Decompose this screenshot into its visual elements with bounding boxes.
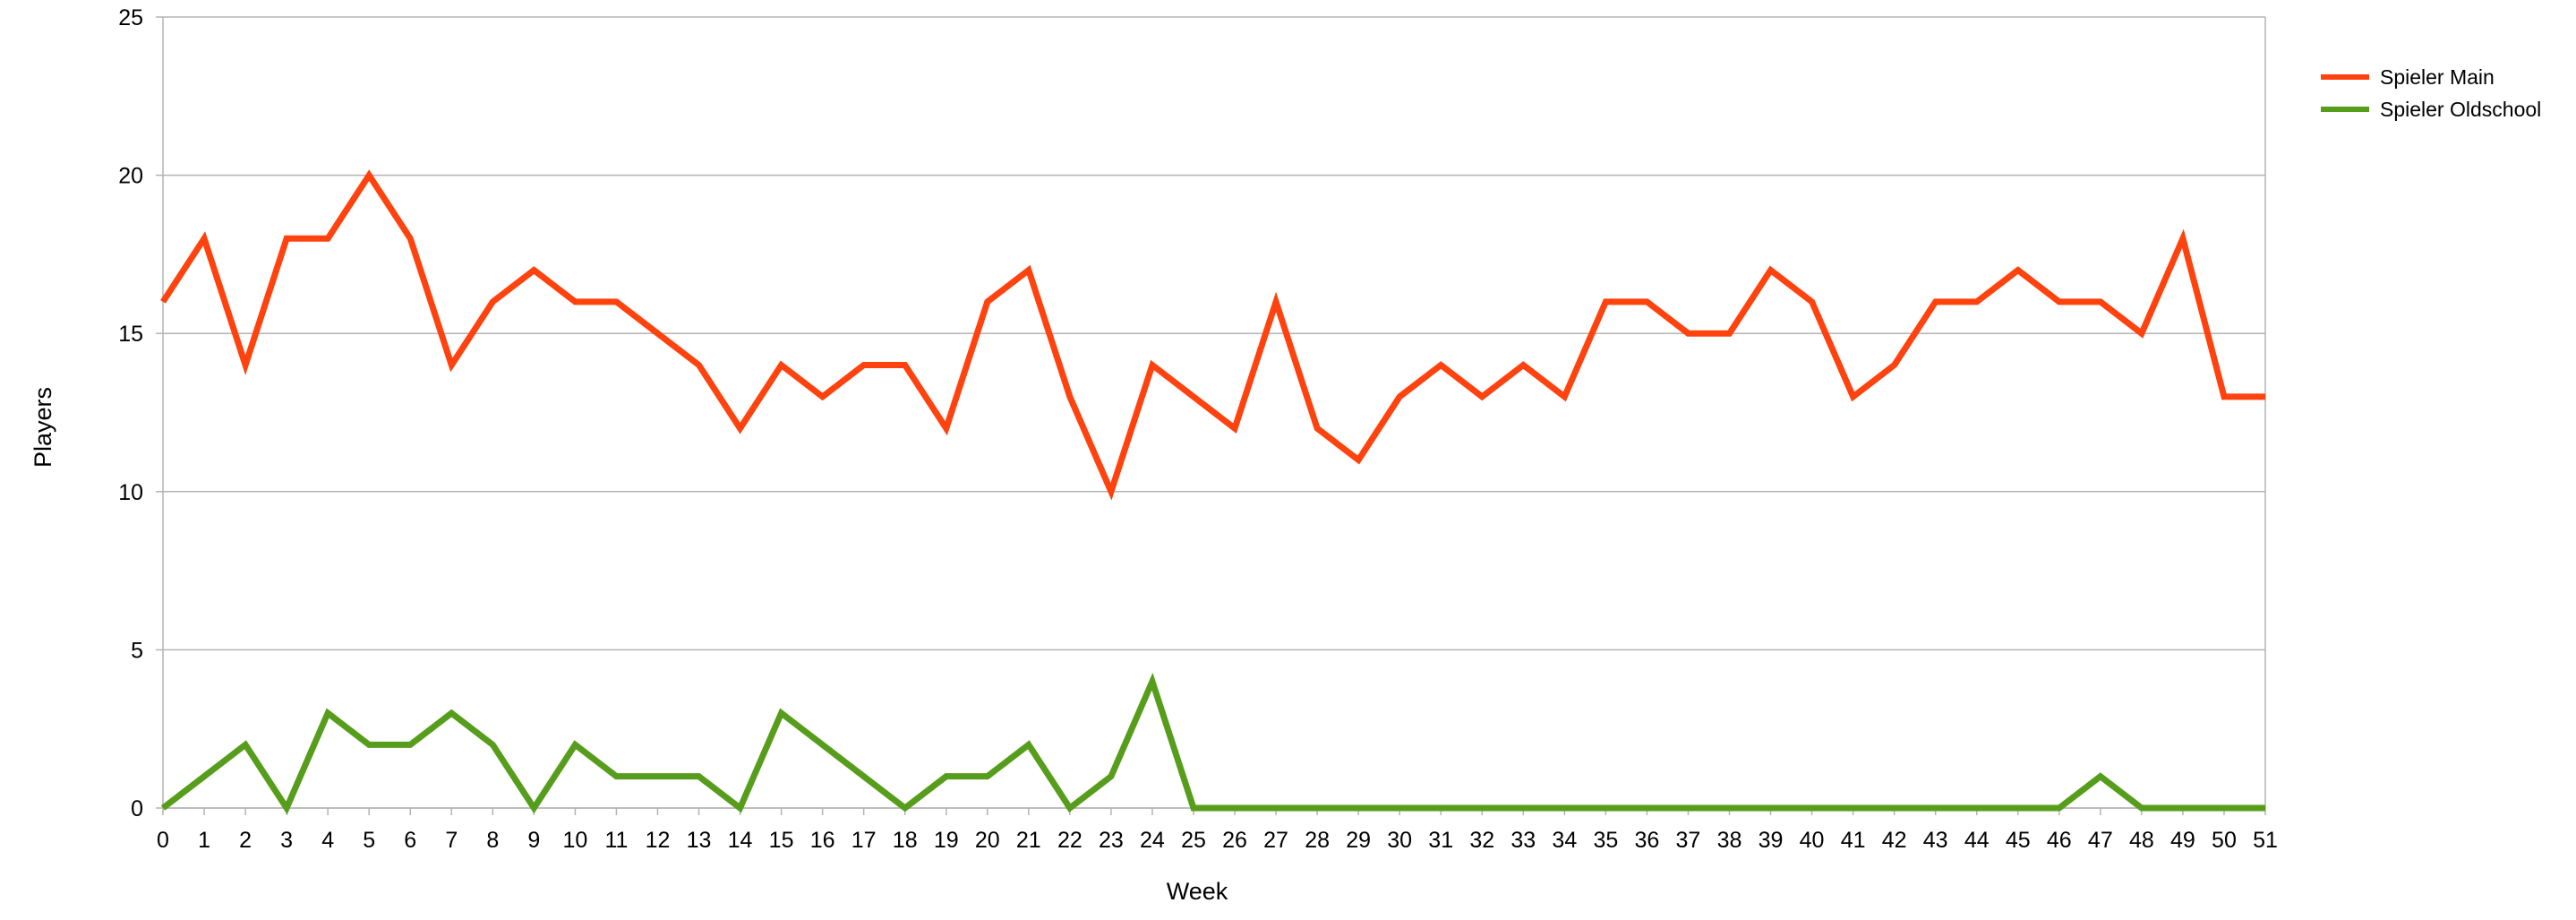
x-tick-label: 11: [604, 828, 628, 853]
x-tick-label: 32: [1469, 828, 1494, 853]
legend: Spieler Main Spieler Oldschool: [2321, 65, 2541, 121]
x-tick-label: 9: [527, 828, 540, 853]
x-tick-label: 39: [1759, 828, 1784, 853]
y-tick-label: 15: [118, 322, 143, 347]
series-lines: [160, 169, 2265, 815]
x-tick-label: 41: [1841, 828, 1866, 853]
x-tick-label: 37: [1676, 828, 1701, 853]
x-tick-label: 6: [404, 828, 416, 853]
y-tick-label: 5: [131, 638, 143, 663]
x-tick-label: 36: [1635, 828, 1660, 853]
x-tick-label: 38: [1717, 828, 1742, 853]
x-axis-title: Week: [1167, 878, 1228, 905]
x-tick-label: 40: [1800, 828, 1825, 853]
x-tick-label: 51: [2253, 828, 2278, 853]
x-tick-label: 33: [1511, 828, 1536, 853]
x-tick-label: 45: [2006, 828, 2031, 853]
x-tick-label: 50: [2212, 828, 2237, 853]
x-tick-label: 43: [1923, 828, 1948, 853]
legend-label-spieler-main: Spieler Main: [2380, 65, 2495, 89]
x-tick-label: 21: [1016, 828, 1041, 853]
y-axis-title: Players: [30, 387, 56, 468]
x-tick-label: 17: [852, 828, 877, 853]
x-tick-label: 23: [1099, 828, 1124, 853]
x-tick-label: 25: [1181, 828, 1206, 853]
x-tick-label: 0: [157, 828, 169, 853]
series-line-spieler-oldschool: [160, 672, 2265, 815]
y-tick-label: 25: [118, 5, 143, 30]
x-tick-label: 7: [445, 828, 458, 853]
x-tick-label: 1: [198, 828, 210, 853]
x-tick-label: 28: [1305, 828, 1330, 853]
axes: [156, 16, 2266, 815]
legend-label-spieler-oldschool: Spieler Oldschool: [2380, 98, 2541, 121]
x-tick-label: 3: [280, 828, 293, 853]
x-tick-label: 49: [2170, 828, 2195, 853]
y-tick-label: 20: [118, 164, 143, 189]
x-tick-label: 44: [1964, 828, 1990, 853]
x-tick-label: 22: [1057, 828, 1083, 853]
y-tick-label: 0: [131, 796, 143, 821]
x-tick-label: 15: [769, 828, 794, 853]
x-tick-label: 30: [1387, 828, 1412, 853]
x-tick-label: 18: [893, 828, 918, 853]
x-tick-label: 10: [562, 828, 587, 853]
x-tick-label: 42: [1882, 828, 1907, 853]
x-tick-label: 2: [239, 828, 252, 853]
x-tick-label: 4: [321, 828, 334, 853]
x-tick-label: 20: [975, 828, 1000, 853]
x-tick-label: 47: [2088, 828, 2113, 853]
x-tick-label: 35: [1593, 828, 1618, 853]
x-tick-label: 31: [1428, 828, 1453, 853]
x-tick-label: 46: [2047, 828, 2072, 853]
x-tick-label: 27: [1263, 828, 1288, 853]
x-tick-label: 16: [810, 828, 835, 853]
x-tick-label: 13: [687, 828, 712, 853]
x-tick-label: 5: [363, 828, 375, 853]
x-tick-label: 24: [1140, 828, 1165, 853]
x-tick-label: 48: [2129, 828, 2154, 853]
series-line-spieler-main: [160, 169, 2265, 501]
x-tick-label: 29: [1346, 828, 1371, 853]
x-tick-label: 14: [728, 828, 753, 853]
y-tick-label: 10: [118, 480, 143, 505]
x-tick-label: 8: [486, 828, 499, 853]
x-tick-label: 12: [646, 828, 671, 853]
x-tick-label: 34: [1552, 828, 1577, 853]
x-tick-label: 19: [934, 828, 959, 853]
x-tick-label: 26: [1222, 828, 1247, 853]
